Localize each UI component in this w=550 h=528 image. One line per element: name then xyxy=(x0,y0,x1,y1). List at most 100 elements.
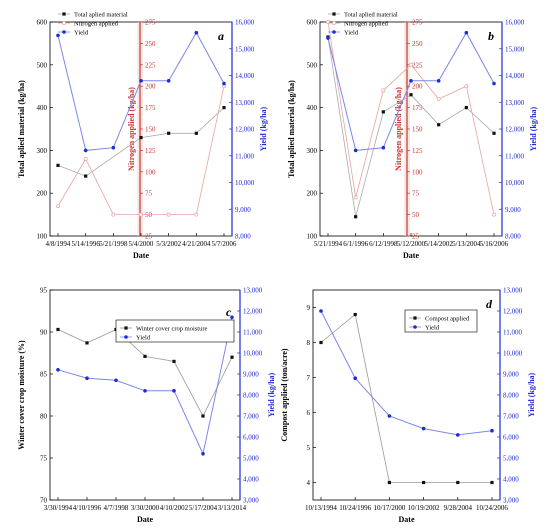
left-axis-title: Total aplied material (kg/ha) xyxy=(17,80,26,178)
left-tick-label: 4 xyxy=(307,479,311,487)
data-point-nitrogen-applied xyxy=(464,84,469,89)
right-tick-label: 10,000 xyxy=(243,350,263,358)
series-line-compost-applied xyxy=(320,313,492,483)
mid-tick-label: 100 xyxy=(412,168,423,176)
mid-tick-label: 150 xyxy=(145,126,156,134)
right-tick-label: 16,000 xyxy=(235,19,255,27)
left-tick-label: 90 xyxy=(40,329,48,337)
legend-label: Total aplied material xyxy=(74,11,128,18)
right-axis-title: Yield (kg/ha) xyxy=(527,372,536,417)
right-tick-label: 12,000 xyxy=(503,308,523,316)
data-point-total-aplied-material xyxy=(437,123,441,127)
right-tick-label: 13,000 xyxy=(243,287,263,295)
series-line-nitrogen-applied xyxy=(141,86,225,216)
x-tick-label: 10/24/2006 xyxy=(476,504,508,512)
data-point-yield xyxy=(353,148,358,153)
left-axis-title: Total aplied material (kg/ha) xyxy=(287,80,296,178)
right-tick-label: 10,000 xyxy=(503,350,523,358)
left-tick-label: 80 xyxy=(40,413,48,421)
left-tick-label: 200 xyxy=(307,190,318,198)
data-point-yield xyxy=(143,389,147,393)
x-tick-label: 5/12/2000 xyxy=(397,240,426,248)
data-point-yield xyxy=(464,30,469,35)
legend-label: Compost applied xyxy=(425,315,470,322)
data-point-yield xyxy=(172,389,176,393)
mid-tick-label: 150 xyxy=(412,126,423,134)
mid-axis-title: Nitrogen applied (kg/ha) xyxy=(394,87,403,171)
x-tick-label: 10/24/1996 xyxy=(339,504,371,512)
legend-label: Yield xyxy=(136,334,151,341)
legend-label: Winter cover crop moisture xyxy=(136,325,208,332)
x-axis-title: Date xyxy=(133,251,149,260)
data-point-compost-applied xyxy=(456,480,460,485)
data-point-nitrogen-applied xyxy=(139,212,143,217)
mid-tick-label: 25 xyxy=(412,233,420,241)
x-tick-label: 4/8/1994 xyxy=(46,240,71,248)
right-tick-label: 11,000 xyxy=(505,152,524,160)
data-point-total-aplied-material xyxy=(354,215,358,219)
series-line-total-aplied-material xyxy=(410,94,495,134)
panel-a: 25 50 75 100 125 150 175 200 225 250 275 Nitrogen a… xyxy=(17,11,268,260)
x-tick-label: 10/17/2000 xyxy=(373,504,405,512)
mid-tick-label: 25 xyxy=(145,233,153,241)
right-tick-label: 4,000 xyxy=(503,476,519,484)
legend-label: Nitrogen applied xyxy=(74,20,119,27)
x-tick-label: 4/10/1996 xyxy=(73,504,102,512)
x-tick-label: 4/21/2004 xyxy=(182,240,211,248)
mid-tick-label: 125 xyxy=(412,147,423,155)
data-point-nitrogen-applied xyxy=(56,204,60,208)
data-point-yield xyxy=(111,145,116,150)
x-axis-title: Date xyxy=(399,515,415,524)
data-point-yield xyxy=(222,81,226,86)
x-tick-label: 6/12/1998 xyxy=(369,240,398,248)
data-point-yield xyxy=(492,81,496,86)
data-point-compost-applied xyxy=(353,312,357,317)
right-tick-label: 10,000 xyxy=(505,179,525,187)
left-tick-label: 600 xyxy=(307,19,318,27)
left-tick-label: 100 xyxy=(307,233,318,241)
right-tick-label: 10,000 xyxy=(235,179,255,187)
right-tick-label: 9,000 xyxy=(503,371,519,379)
left-tick-label: 8 xyxy=(307,339,311,347)
data-point-compost-applied xyxy=(422,480,426,485)
x-tick-label: 4/7/1998 xyxy=(104,504,129,512)
right-tick-label: 3,000 xyxy=(503,497,519,505)
data-point-total-aplied-material xyxy=(56,163,60,167)
data-point-compost-applied xyxy=(490,480,494,485)
data-point-yield xyxy=(353,376,358,381)
legend-swatch-marker xyxy=(62,21,66,25)
data-point-nitrogen-applied xyxy=(194,212,199,217)
data-point-yield xyxy=(230,315,234,320)
right-tick-label: 7,000 xyxy=(503,413,519,421)
mid-tick-label: 50 xyxy=(145,211,153,219)
right-tick-label: 8,000 xyxy=(243,392,259,400)
right-tick-label: 12,000 xyxy=(243,308,263,316)
series-line-yield xyxy=(327,31,495,151)
data-point-yield xyxy=(409,79,413,83)
left-tick-label: 200 xyxy=(37,190,48,198)
x-tick-label: 5/21/1998 xyxy=(99,240,128,248)
data-point-yield xyxy=(319,309,323,313)
legend-swatch-marker xyxy=(413,325,417,329)
x-tick-label: 10/13/1994 xyxy=(305,504,337,512)
panel-d: 4 5 6 7 8 9 3,000 4,000 5,000 6,000 7,000 8,000 9,00… xyxy=(280,287,536,525)
right-tick-label: 5,000 xyxy=(243,455,259,463)
right-tick-label: 8,000 xyxy=(503,392,519,400)
data-point-total-aplied-material xyxy=(492,131,496,135)
data-point-yield xyxy=(387,414,392,418)
series-line-nitrogen-applied xyxy=(57,158,141,216)
data-point-total-aplied-material xyxy=(139,135,143,140)
panel-letter: a xyxy=(218,29,224,43)
x-tick-label: 10/19/2002 xyxy=(408,504,440,512)
right-tick-label: 13,000 xyxy=(235,99,255,107)
panel-letter: d xyxy=(486,297,493,311)
mid-tick-label: 50 xyxy=(412,211,420,219)
data-point-total-aplied-material xyxy=(222,106,226,110)
right-axis-title: Yield (kg/ha) xyxy=(259,106,268,151)
series-line-nitrogen-applied xyxy=(327,21,412,198)
left-tick-label: 500 xyxy=(37,61,48,69)
data-point-nitrogen-applied xyxy=(409,62,413,67)
x-tick-label: 5/14/2002 xyxy=(424,240,453,248)
data-point-total-aplied-material xyxy=(84,174,88,178)
left-tick-label: 400 xyxy=(307,104,318,112)
